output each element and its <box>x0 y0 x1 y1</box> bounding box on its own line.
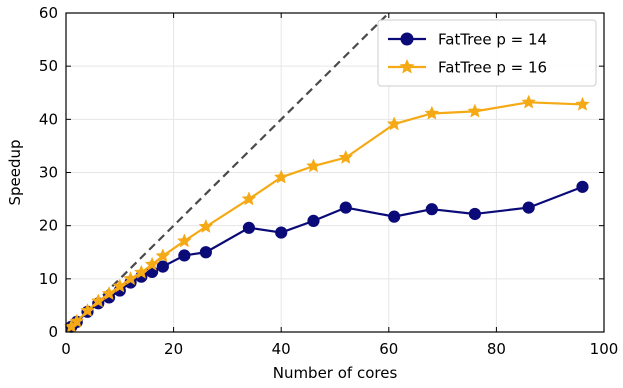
data-point-circle <box>242 221 256 234</box>
data-point-star <box>386 116 402 131</box>
series-line <box>70 185 583 328</box>
y-tick-label: 10 <box>39 270 58 288</box>
data-point-star <box>144 256 160 271</box>
y-tick-label: 30 <box>39 164 58 182</box>
data-point-circle <box>339 201 352 214</box>
data-point-star <box>112 278 128 293</box>
axis-ticks: 0 20 40 60 80 100 0 10 20 30 40 50 60 <box>39 4 618 358</box>
data-point-star <box>521 94 537 109</box>
data-point-star <box>467 103 483 118</box>
data-point-star <box>241 191 257 206</box>
data-point-star <box>306 158 321 173</box>
data-point-circle <box>199 246 212 259</box>
data-point-star <box>338 149 354 164</box>
data-point-star <box>90 293 106 308</box>
legend-label: FatTree p = 16 <box>438 59 547 77</box>
y-tick-label: 40 <box>39 110 58 128</box>
legend-box <box>377 19 597 87</box>
x-tick-label: 80 <box>487 340 506 358</box>
data-point-star <box>80 302 95 318</box>
y-tick-label: 0 <box>48 323 58 341</box>
data-point-star <box>198 218 214 233</box>
x-tick-label: 40 <box>272 340 291 358</box>
data-point-star <box>176 233 192 248</box>
data-point-star <box>273 169 289 184</box>
x-tick-label: 20 <box>164 340 183 358</box>
data-point-circle <box>307 214 320 227</box>
data-point-circle <box>576 180 589 193</box>
data-point-star <box>69 313 85 328</box>
data-point-circle <box>388 210 401 223</box>
ideal-speedup-reference-line <box>65 12 390 333</box>
data-point-circle <box>156 260 169 273</box>
y-tick-label: 60 <box>39 4 58 22</box>
data-point-circle <box>522 201 535 214</box>
x-tick-label: 60 <box>379 340 398 358</box>
series-0 <box>65 180 589 333</box>
x-tick-label: 0 <box>61 340 71 358</box>
x-axis-title: Number of cores <box>273 364 398 382</box>
data-point-circle <box>468 207 481 221</box>
y-tick-label: 50 <box>39 57 58 75</box>
data-point-star <box>133 264 149 279</box>
y-tick-label: 20 <box>39 217 58 235</box>
series-1 <box>64 94 590 333</box>
legend-label: FatTree p = 14 <box>438 31 547 49</box>
data-point-star <box>155 248 171 263</box>
data-point-circle <box>425 203 438 216</box>
data-point-star <box>399 58 415 74</box>
data-point-star <box>101 285 117 300</box>
data-point-circle <box>178 249 191 262</box>
data-point-circle <box>275 226 288 239</box>
data-point-star <box>575 96 590 111</box>
data-point-star <box>424 105 440 120</box>
legend: FatTree p = 14 FatTree p = 16 <box>377 19 597 87</box>
data-point-circle <box>400 32 414 46</box>
series-layer <box>64 94 590 333</box>
legend-star-marker-icon <box>399 58 415 74</box>
y-axis-title: Speedup <box>6 139 24 205</box>
x-tick-label: 100 <box>590 340 619 358</box>
legend-circle-marker-icon <box>400 32 414 46</box>
data-point-star <box>123 271 138 286</box>
